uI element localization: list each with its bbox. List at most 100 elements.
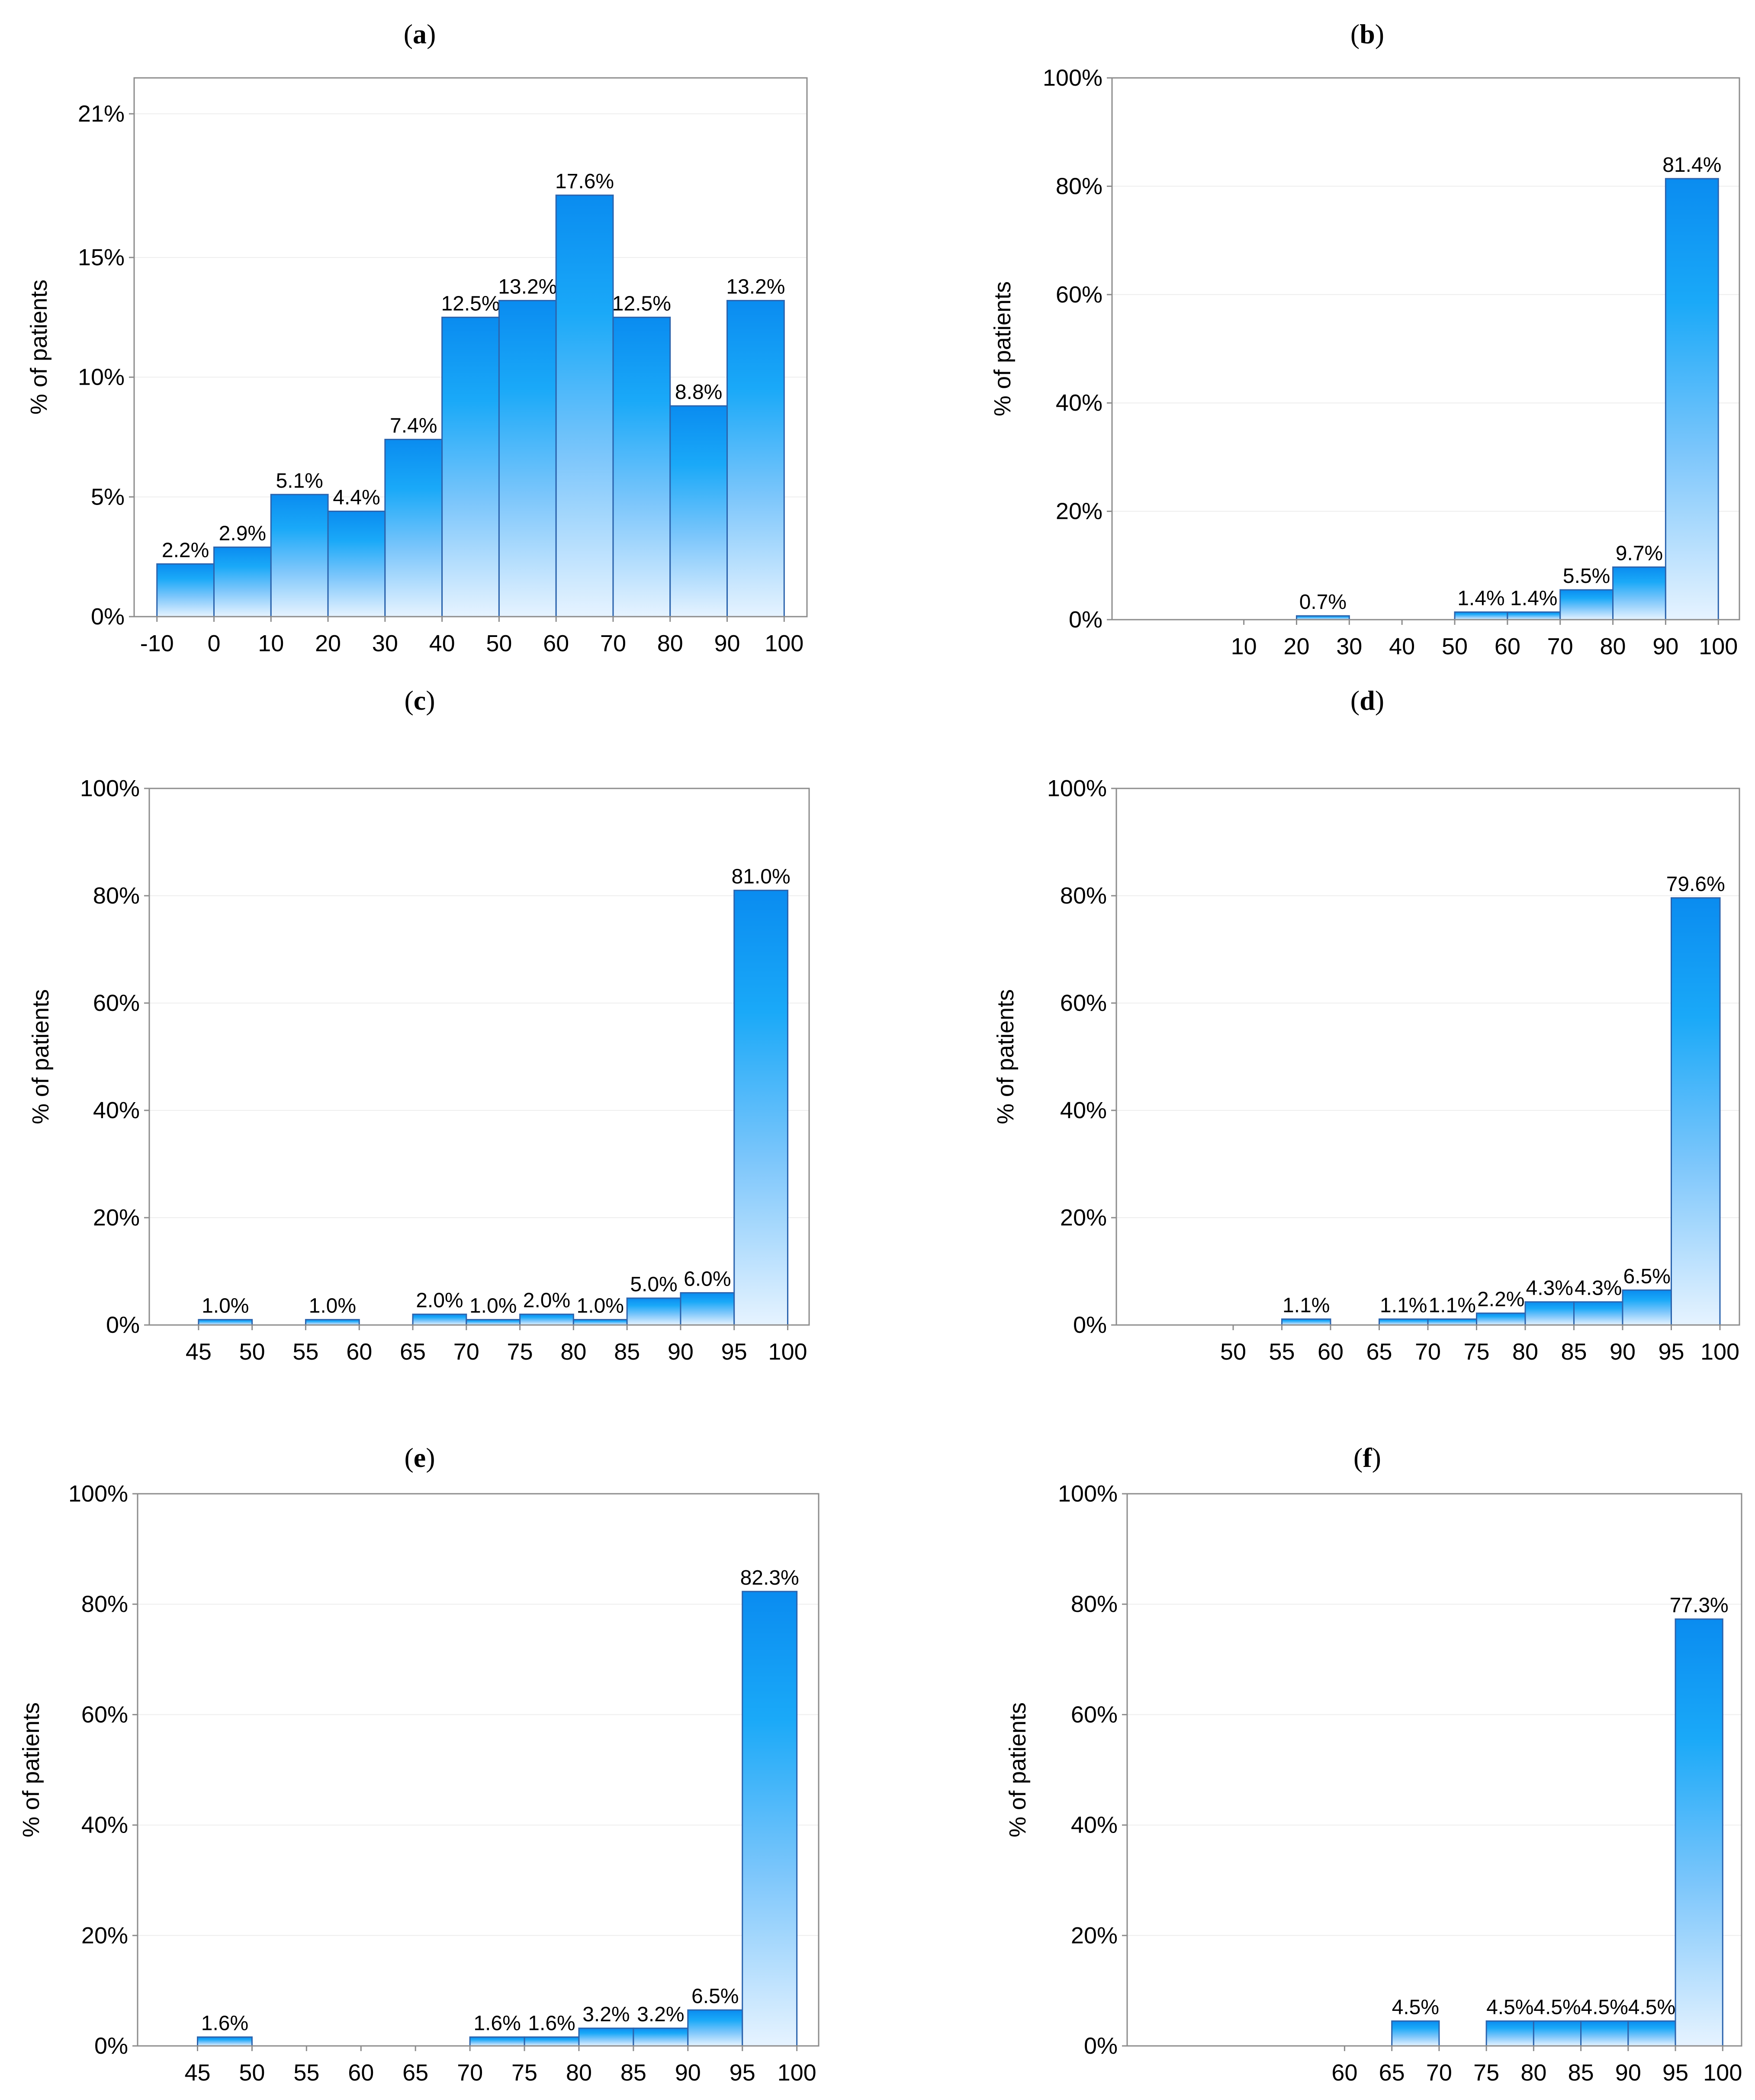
panel-a-bar-label: 8.8% (675, 381, 722, 404)
panel-c-bar-label: 1.0% (577, 1295, 624, 1318)
panel-c-xtick-label: 80 (560, 1339, 586, 1365)
panel-e-ytick-label: 20% (81, 1923, 128, 1949)
panel-e-xtick-label: 85 (620, 2060, 646, 2086)
panel-c-xtick-label: 85 (614, 1339, 640, 1365)
panel-a-bar (726, 300, 785, 617)
panel-a-xtick-label: 90 (714, 630, 740, 656)
panel-c-bar-label: 1.0% (309, 1295, 356, 1318)
panel-a-ytick-label: 15% (78, 244, 125, 270)
panel-d-xtick-label: 55 (1269, 1339, 1295, 1365)
panel-b-bar (1507, 611, 1561, 621)
panel-d-bar-label: 1.1% (1429, 1294, 1476, 1317)
panel-e-title: (e) (404, 1442, 435, 1473)
panel-c-bar (412, 1313, 467, 1326)
panel-f-bar-label: 4.5% (1581, 1996, 1628, 2019)
panel-e-bar-label: 1.6% (201, 2012, 248, 2035)
panel-c-ytick-label: 20% (93, 1205, 140, 1231)
panel-e-xtick-label: 90 (675, 2060, 701, 2086)
panel-a-xtick-label: 70 (600, 630, 626, 656)
panel-b-xtick-label: 70 (1547, 634, 1573, 659)
panel-c-bar (733, 890, 788, 1326)
panel-b-xtick-label: 90 (1652, 634, 1678, 659)
panel-f-bar-label: 4.5% (1628, 1996, 1675, 2019)
panel-c-title: (c) (404, 685, 435, 716)
panel-b-bar-label: 1.4% (1510, 587, 1557, 610)
panel-a-bar (441, 316, 500, 617)
panel-b: (b) 0% 20% 40% 60% 80% 100% 0.7% 1.4% 1.4% 5.5% 9.… (990, 19, 1740, 659)
panel-a-bar (270, 494, 329, 617)
panel-c-xtick-label: 95 (721, 1339, 747, 1365)
panel-a-bar (156, 563, 215, 617)
panel-e-bar (742, 1591, 798, 2047)
panel-b-plot: 0% 20% 40% 60% 80% 100% 0.7% 1.4% 1.4% 5.5% 9.7% 81… (1043, 65, 1740, 659)
panel-f-ytick-label: 20% (1071, 1923, 1118, 1949)
panel-a-xtick-label: 80 (657, 630, 683, 656)
panel-b-bar-label: 1.4% (1457, 587, 1504, 610)
panel-c-bar (198, 1319, 253, 1326)
panel-b-bar-label: 81.4% (1662, 154, 1721, 177)
panel-d-title: (d) (1350, 685, 1384, 716)
panel-f-bar (1533, 2020, 1582, 2047)
panel-d-bar-label: 2.2% (1477, 1288, 1524, 1311)
panel-f: (f) 0%20%40%60%80%100%4.5% 4.5% 4.5% 4.5% 4.… (1005, 1442, 1742, 2086)
panel-a-bar-label: 5.1% (276, 470, 323, 492)
panel-c-xtick-label: 70 (453, 1339, 479, 1365)
panel-a-bar-label: 12.5% (441, 292, 500, 315)
panel-e-xtick-label: 45 (184, 2060, 210, 2086)
panel-e-bar (524, 2036, 580, 2047)
panel-a-plot: 0%5%10%15%21%2.2%2.9%5.1%4.4%7.4%12.5%13… (78, 77, 808, 656)
panel-d-bar (1573, 1301, 1623, 1326)
panel-f-bar (1627, 2020, 1676, 2047)
panel-f-frame (1126, 1493, 1742, 2047)
panel-b-ytick-label: 80% (1056, 173, 1102, 199)
panel-c-xtick-label: 75 (507, 1339, 533, 1365)
panel-a-xtick-label: 30 (372, 630, 398, 656)
panel-d-ytick-label: 0% (1073, 1312, 1107, 1338)
panel-c-frame (148, 788, 810, 1326)
panel-f-bar-label: 4.5% (1533, 1996, 1581, 2019)
panel-e-ytick-label: 40% (81, 1812, 128, 1838)
panel-a-bar-label: 17.6% (555, 170, 614, 193)
panel-e-bar-label: 6.5% (691, 1985, 739, 2008)
panel-e-bar-label: 3.2% (637, 2003, 684, 2026)
panel-e-ytick-label: 80% (81, 1591, 128, 1617)
panel-e-frame (137, 1493, 820, 2047)
panel-d-ytick-label: 100% (1047, 775, 1107, 801)
panel-a-xtick-label: 20 (315, 630, 341, 656)
panel-c-bar-label: 81.0% (732, 865, 791, 888)
panel-b-xtick-label: 10 (1231, 634, 1257, 659)
panel-b-ytick-label: 20% (1056, 498, 1102, 524)
panel-d-frame (1115, 788, 1740, 1326)
panel-a-bar-label: 4.4% (333, 486, 380, 509)
panel-a-bar-label: 2.9% (219, 522, 266, 545)
panel-d: (d) 0%20%40%60%80%100%1.1% 1.1% 1.1% 2.2% 4.… (993, 685, 1740, 1365)
panel-c-ytick-label: 80% (93, 883, 140, 909)
panel-d-bar (1281, 1318, 1331, 1326)
panel-a-bar-label: 13.2% (498, 276, 557, 299)
panel-c-ytick-label: 100% (80, 775, 140, 801)
panel-a-bar-label: 7.4% (390, 415, 437, 437)
panel-c-xtick-label: 100 (768, 1339, 807, 1365)
panel-a-bar-label: 2.2% (162, 539, 209, 562)
panel-c-bar-label: 1.0% (202, 1295, 249, 1318)
panel-a-bar (669, 405, 728, 617)
panel-c-xtick-label: 45 (186, 1339, 212, 1365)
panel-d-bar (1427, 1318, 1477, 1326)
panel-b-xtick-label: 60 (1495, 634, 1520, 659)
panel-b-bar (1665, 178, 1719, 621)
panel-e-bar (687, 2009, 743, 2047)
panel-d-bar-label: 1.1% (1380, 1294, 1427, 1317)
panel-e-xtick-label: 75 (511, 2060, 537, 2086)
panel-e-xtick-label: 55 (293, 2060, 319, 2086)
panel-a-frame (133, 77, 808, 617)
panel-f-xtick-label: 100 (1703, 2060, 1742, 2086)
panel-e-xtick-label: 100 (778, 2060, 816, 2086)
panel-a-ytick-label: 21% (78, 101, 125, 127)
panel-b-xtick-label: 30 (1336, 634, 1362, 659)
panel-f-xtick-label: 85 (1568, 2060, 1594, 2086)
panel-c-xtick-label: 90 (668, 1339, 694, 1365)
panel-c-xtick-label: 55 (292, 1339, 318, 1365)
panel-a-bar-label: 12.5% (612, 292, 671, 315)
panel-e-xtick-label: 50 (239, 2060, 265, 2086)
